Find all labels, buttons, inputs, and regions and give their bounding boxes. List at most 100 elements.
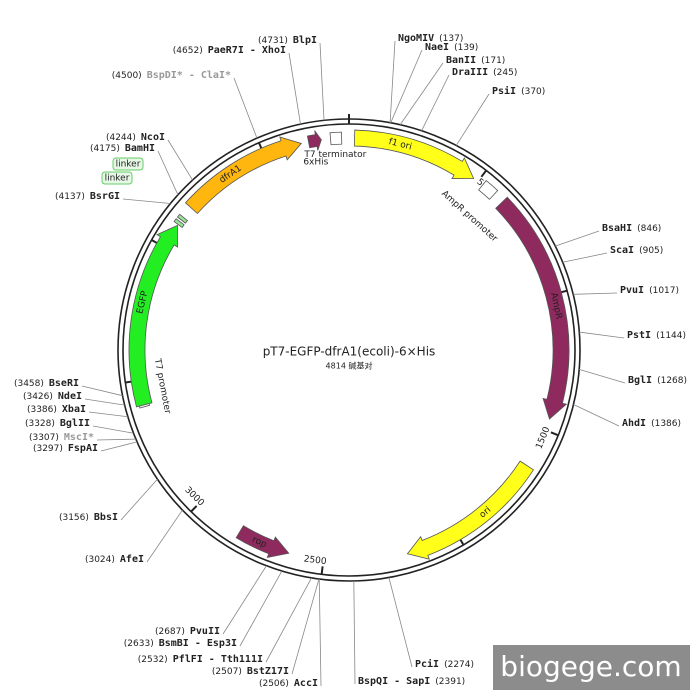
site-name: BglI (628, 375, 652, 386)
site-label: (4175) BamHI (90, 143, 155, 154)
site-leader (92, 425, 134, 434)
site-name: PaeR7I - XhoI (208, 45, 286, 56)
site-position: (2274) (444, 660, 474, 670)
site-name: BglII (60, 418, 90, 429)
feature (235, 525, 290, 559)
site-position: (3297) (33, 444, 63, 454)
site-name: BbsI (94, 512, 118, 523)
site-name: NgoMIV (398, 33, 434, 44)
site-leader (399, 62, 444, 125)
site-name: PflFI - Tth111I (173, 654, 263, 665)
site-label: (2506) AccI (259, 678, 318, 689)
site-label: (4137) BsrGI (55, 191, 120, 202)
site-label: AhdI (1386) (622, 418, 681, 429)
site-leader (318, 579, 322, 687)
site-leader (573, 404, 620, 427)
site-label: (3307) MscI* (29, 432, 94, 443)
site-leader (222, 565, 267, 635)
site-position: (1144) (656, 331, 686, 341)
site-label: BanII (171) (446, 55, 505, 66)
feature-label: T7 promoter (152, 357, 173, 415)
feature (176, 213, 189, 224)
site-label: PciI (2274) (415, 658, 474, 670)
site-position: (2633) (124, 639, 154, 649)
tick-mark (320, 566, 324, 575)
site-position: (370) (521, 87, 545, 97)
feature-label: 6xHis (303, 157, 328, 167)
site-label: (3458) BseRI (14, 378, 79, 389)
site-name: BseRI (49, 378, 79, 389)
site-label: (2532) PflFI - Tth111I (138, 654, 263, 665)
feature (478, 180, 499, 200)
site-position: (4731) (258, 36, 288, 46)
site-leader (157, 150, 179, 195)
site-name: PvuII (190, 626, 220, 637)
feature (306, 130, 322, 151)
site-name: NdeI (58, 391, 82, 402)
site-position: (137) (439, 34, 463, 44)
site-name: PsiI (492, 85, 516, 97)
site-label: (2507) BstZ17I (212, 666, 289, 677)
site-leader (353, 580, 356, 685)
site-position: (3156) (59, 513, 89, 523)
site-label: PsiI (370) (492, 85, 545, 97)
plasmid-title: pT7-EGFP-dfrA1(ecoli)-6×His (263, 345, 436, 359)
site-label: (3024) AfeI (85, 554, 144, 565)
feature (329, 131, 343, 146)
site-label: PstI (1144) (627, 330, 686, 341)
site-position: (4137) (55, 192, 85, 202)
site-leader (84, 398, 125, 406)
feature-tag (101, 171, 133, 185)
site-label: (4731) BlpI (258, 35, 317, 46)
site-name: NaeI (425, 42, 449, 53)
site-label: (2687) PvuII (155, 626, 220, 637)
site-name: AccI (294, 678, 318, 689)
site-position: (4652) (173, 46, 203, 56)
site-name: ScaI (610, 245, 634, 256)
site-name: BstZ17I (247, 666, 289, 677)
site-leader (167, 139, 193, 181)
site-leader (421, 74, 450, 131)
feature (128, 224, 178, 408)
site-leader (100, 441, 138, 452)
site-name: AfeI (120, 554, 144, 565)
site-label: NaeI (139) (425, 42, 478, 53)
feature (353, 129, 475, 179)
site-name: BsmBI - Esp3I (159, 638, 237, 649)
site-position: (4500) (112, 71, 142, 81)
site-leader (389, 40, 396, 123)
site-position: (2507) (212, 667, 242, 677)
site-label: BglI (1268) (628, 375, 687, 386)
feature (173, 218, 185, 229)
site-leader (88, 411, 128, 418)
site-position: (4175) (90, 144, 120, 154)
site-name: MscI* (64, 432, 94, 443)
watermark-box (493, 645, 690, 690)
feature-label: linker (105, 174, 130, 184)
site-leader (81, 385, 123, 397)
site-leader (120, 478, 158, 521)
site-name: PvuI (620, 285, 644, 296)
site-label: (3156) BbsI (59, 512, 118, 523)
site-name: PciI (415, 658, 439, 670)
site-label: (3426) NdeI (23, 391, 82, 402)
site-label: (2633) BsmBI - Esp3I (124, 638, 237, 649)
site-label: DraIII (245) (452, 67, 517, 78)
site-label: PvuI (1017) (620, 285, 679, 296)
site-position: (1017) (649, 286, 679, 296)
site-leader (555, 230, 600, 247)
feature (184, 136, 303, 215)
site-label: BsaHI (846) (602, 223, 661, 234)
site-leader (573, 292, 618, 295)
site-leader (288, 52, 301, 125)
site-name: XbaI (62, 404, 86, 415)
feature (406, 460, 535, 560)
tick-mark (190, 505, 198, 513)
tick-mark (550, 431, 559, 437)
tick-mark (480, 169, 488, 178)
site-position: (3328) (25, 419, 55, 429)
site-name: BamHI (125, 143, 155, 154)
site-name: NcoI (141, 132, 165, 143)
site-leader (319, 42, 325, 121)
